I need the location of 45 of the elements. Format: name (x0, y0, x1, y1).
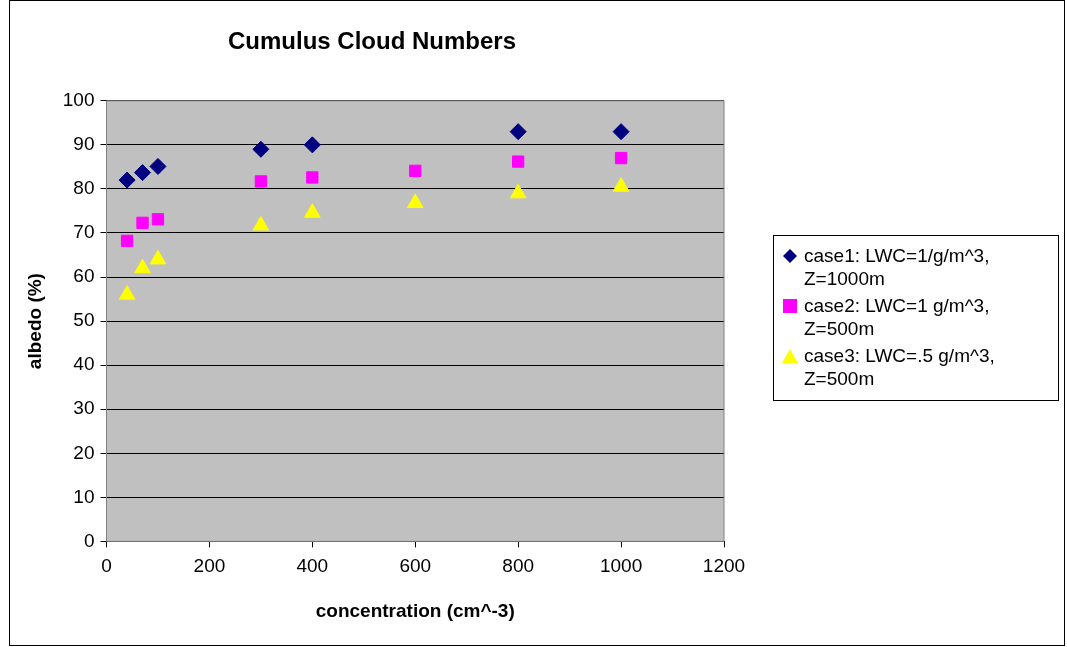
point (134, 164, 152, 182)
x-axis-title: concentration (cm^-3) (315, 599, 515, 621)
point (406, 193, 424, 209)
point (252, 140, 270, 158)
point (149, 157, 167, 175)
y-tick-label: 100 (62, 89, 95, 111)
point (304, 203, 321, 218)
y-tick-label: 90 (73, 133, 95, 155)
x-tick-label: 600 (399, 555, 432, 577)
x-tick-label: 200 (193, 555, 226, 577)
y-tick-label: 20 (73, 441, 95, 463)
point (134, 258, 151, 274)
y-tick-label: 60 (73, 265, 95, 287)
y-tick-label: 80 (73, 177, 95, 199)
point (509, 123, 527, 141)
point (303, 136, 321, 154)
point (254, 175, 268, 188)
y-tick-label: 10 (73, 485, 95, 507)
y-tick-label: 70 (73, 221, 95, 243)
y-tick-label: 40 (73, 353, 95, 375)
point (612, 177, 630, 192)
point (149, 249, 167, 265)
x-tick-label: 1200 (702, 555, 746, 577)
point (151, 213, 165, 226)
point (509, 183, 527, 199)
y-tick-label: 0 (83, 529, 95, 551)
chart-title: Cumulus Cloud Numbers (227, 27, 517, 55)
point (118, 285, 136, 300)
point (306, 171, 319, 184)
x-tick-label: 800 (502, 555, 535, 577)
y-tick-label: 30 (73, 397, 95, 419)
point (612, 123, 630, 141)
point (512, 155, 525, 168)
x-tick-label: 400 (296, 555, 329, 577)
point (252, 215, 270, 231)
point (409, 164, 422, 178)
x-tick-label: 0 (101, 555, 112, 577)
legend-label: case3: LWC=.5 g/m^3, Z=500m (804, 344, 996, 390)
point (118, 171, 136, 189)
point (614, 151, 628, 165)
x-tick-label: 1000 (599, 555, 643, 577)
y-axis-title: albedo (%) (23, 273, 45, 370)
point (136, 216, 149, 229)
y-tick-label: 50 (73, 309, 95, 331)
point (120, 234, 134, 248)
